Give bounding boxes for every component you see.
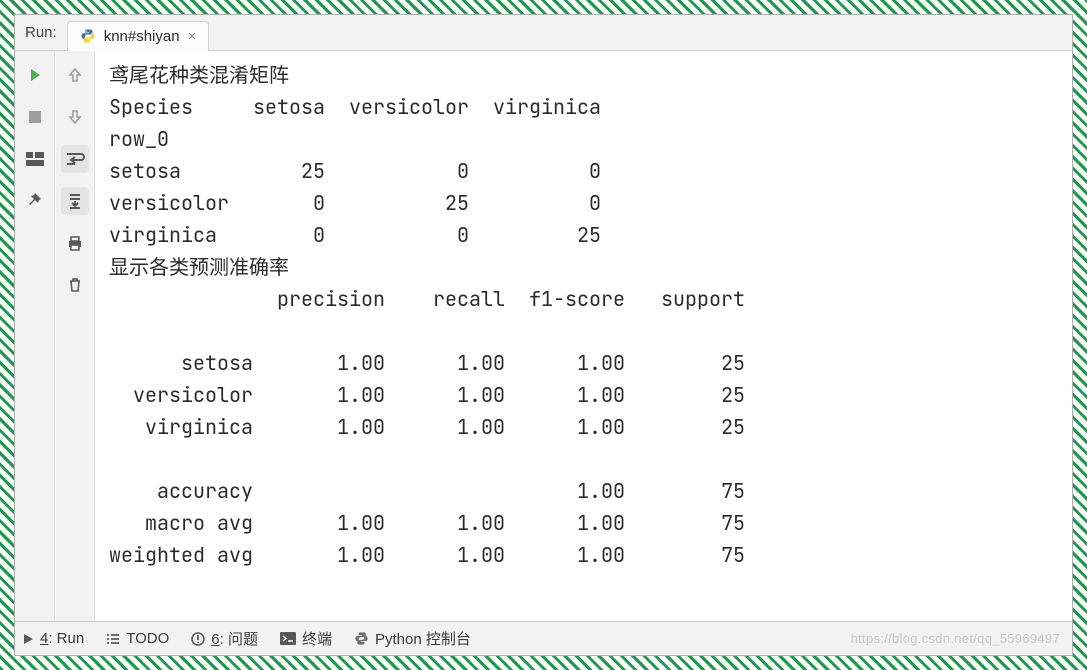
status-bar: 4: Run TODO 6: 问题 终端 <box>15 621 1072 655</box>
status-terminal[interactable]: 终端 <box>280 628 332 649</box>
console-line: row_0 <box>109 126 169 152</box>
play-icon <box>23 633 34 645</box>
status-todo-label: TODO <box>126 630 169 647</box>
watermark-text: https://blog.csdn.net/qq_55969497 <box>851 631 1060 646</box>
python-file-icon <box>80 28 96 44</box>
layout-button[interactable] <box>21 145 49 173</box>
list-icon <box>106 633 120 645</box>
step-up-button[interactable] <box>61 61 89 89</box>
run-label: Run: <box>21 24 67 41</box>
console-line: Species setosa versicolor virginica <box>109 94 601 120</box>
soft-wrap-button[interactable] <box>61 145 89 173</box>
scroll-to-end-button[interactable] <box>61 187 89 215</box>
status-todo[interactable]: TODO <box>106 630 169 647</box>
console-line: 显示各类预测准确率 <box>109 254 289 280</box>
status-terminal-label: 终端 <box>302 628 332 649</box>
terminal-icon <box>280 632 296 645</box>
stop-button[interactable] <box>21 103 49 131</box>
run-tool-window: Run: knn#shiyan × <box>14 14 1073 656</box>
status-run[interactable]: 4: Run <box>23 630 84 647</box>
console-output[interactable]: 鸢尾花种类混淆矩阵 Species setosa versicolor virg… <box>95 51 1072 621</box>
left-gutter-secondary <box>55 51 95 621</box>
console-line: weighted avg 1.00 1.00 1.00 75 <box>109 542 745 568</box>
pin-button[interactable] <box>21 187 49 215</box>
run-tab[interactable]: knn#shiyan × <box>67 21 210 51</box>
rerun-button[interactable] <box>21 61 49 89</box>
console-line: precision recall f1-score support <box>109 286 745 312</box>
run-tab-label: knn#shiyan <box>104 28 180 45</box>
status-run-label: 4: Run <box>40 630 84 647</box>
print-button[interactable] <box>61 229 89 257</box>
status-problems[interactable]: 6: 问题 <box>191 628 258 649</box>
run-tabbar: Run: knn#shiyan × <box>15 15 1072 51</box>
python-icon <box>354 631 369 646</box>
status-python-console[interactable]: Python 控制台 <box>354 628 471 649</box>
console-line: virginica 1.00 1.00 1.00 25 <box>109 414 745 440</box>
step-down-button[interactable] <box>61 103 89 131</box>
warning-icon <box>191 632 205 646</box>
console-line: versicolor 0 25 0 <box>109 190 601 216</box>
console-line: setosa 25 0 0 <box>109 158 601 184</box>
left-gutter-primary <box>15 51 55 621</box>
close-icon[interactable]: × <box>188 29 197 44</box>
status-problems-label: 6: 问题 <box>211 628 258 649</box>
console-line: macro avg 1.00 1.00 1.00 75 <box>109 510 745 536</box>
console-line: virginica 0 0 25 <box>109 222 601 248</box>
trash-button[interactable] <box>61 271 89 299</box>
console-line: versicolor 1.00 1.00 1.00 25 <box>109 382 745 408</box>
console-line: 鸢尾花种类混淆矩阵 <box>109 62 289 88</box>
console-line: accuracy 1.00 75 <box>109 478 745 504</box>
status-python-console-label: Python 控制台 <box>375 628 471 649</box>
run-body: 鸢尾花种类混淆矩阵 Species setosa versicolor virg… <box>15 51 1072 621</box>
console-line: setosa 1.00 1.00 1.00 25 <box>109 350 745 376</box>
